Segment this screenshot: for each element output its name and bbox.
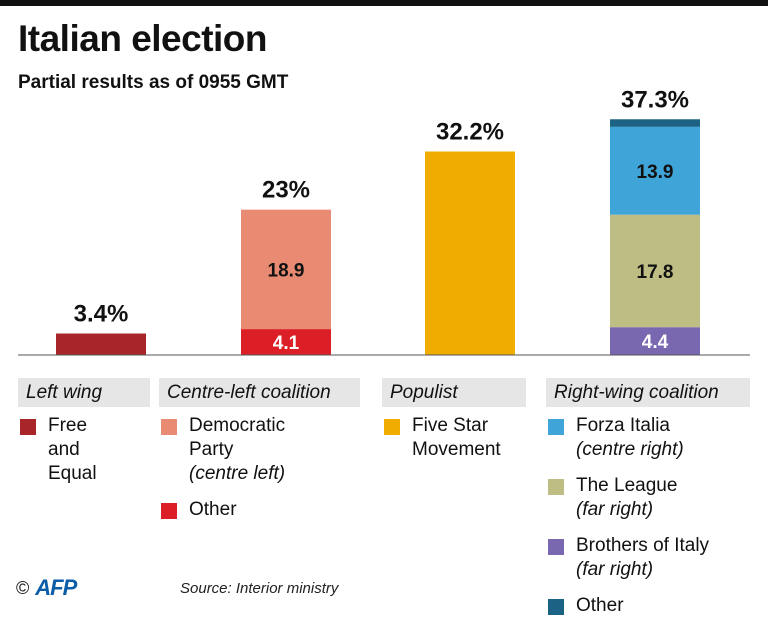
legend-text: Democratic Party (centre left) <box>189 414 285 486</box>
legend-swatch <box>548 599 564 615</box>
legend-label: Brothers of Italy <box>576 535 710 556</box>
legend-label: The League <box>576 475 678 496</box>
bar-segment <box>610 119 700 127</box>
bar-segment <box>610 214 700 328</box>
bar-segment <box>610 126 700 215</box>
bar-total-label: 37.3% <box>621 86 689 113</box>
chart-title: Italian election <box>18 18 268 59</box>
top-rule <box>0 0 768 6</box>
copyright-symbol: © <box>16 577 30 598</box>
legend-label: Democratic <box>189 415 286 436</box>
legend-note: (far right) <box>576 499 654 520</box>
legend-swatch <box>548 539 564 555</box>
legend-item: The League (far right) <box>548 474 677 522</box>
legend-item: Other <box>161 498 237 522</box>
legend-label: Free <box>48 415 88 436</box>
legend-label: and <box>48 439 80 460</box>
legend-item: Brothers of Italy (far right) <box>548 534 709 582</box>
legend-text: Forza Italia (centre right) <box>576 414 684 462</box>
segment-label: 18.9 <box>268 260 305 281</box>
segment-label: 13.9 <box>637 162 674 183</box>
legend-label: Forza Italia <box>576 415 670 436</box>
legend-item: Forza Italia (centre right) <box>548 414 684 462</box>
legend-text: Free and Equal <box>48 414 97 486</box>
legend-swatch <box>20 419 36 435</box>
afp-logo: © AFP <box>16 575 77 601</box>
legend-swatch <box>161 419 177 435</box>
bar-total-label: 32.2% <box>436 118 504 145</box>
legend-item: Other <box>548 594 624 618</box>
afp-logo-text: AFP <box>35 575 77 600</box>
bar-total-label: 3.4% <box>74 301 129 328</box>
bar-segment <box>241 329 331 355</box>
legend-group-header: Populist <box>382 378 526 407</box>
bar-segment <box>425 151 515 355</box>
legend-group-header: Right-wing coalition <box>546 378 750 407</box>
bar-segment <box>610 327 700 355</box>
legend-label: Other <box>576 595 624 616</box>
legend-text: Brothers of Italy (far right) <box>576 534 709 582</box>
legend-item: Five Star Movement <box>384 414 501 462</box>
legend-swatch <box>548 419 564 435</box>
chart-subtitle: Partial results as of 0955 GMT <box>18 72 289 93</box>
bar-total-label: 23% <box>262 177 310 204</box>
legend-note: (far right) <box>576 559 654 580</box>
legend-label: Movement <box>412 439 501 460</box>
legend-swatch <box>548 479 564 495</box>
bar-chart: 3.4% 4.1 18.9 23% 32.2% 4.4 17.8 13.9 37.3% <box>18 86 750 356</box>
legend-label: Party <box>189 439 234 460</box>
bar-segment <box>56 333 146 355</box>
legend-text: Other <box>189 498 237 522</box>
legend-swatch <box>161 503 177 519</box>
legend-text: The League (far right) <box>576 474 677 522</box>
legend-item: Democratic Party (centre left) <box>161 414 285 486</box>
legend-label: Other <box>189 499 237 520</box>
legend-group-header: Left wing <box>18 378 150 407</box>
legend-item: Free and Equal <box>20 414 97 486</box>
segment-label: 4.4 <box>642 332 669 353</box>
legend-text: Other <box>576 594 624 618</box>
segment-label: 4.1 <box>273 333 300 354</box>
legend-label: Five Star <box>412 415 489 436</box>
legend-label: Equal <box>48 463 97 484</box>
legend-note: (centre right) <box>576 439 684 460</box>
source-note: Source: Interior ministry <box>180 580 339 597</box>
legend-swatch <box>384 419 400 435</box>
legend-text: Five Star Movement <box>412 414 501 462</box>
legend-group-header: Centre-left coalition <box>159 378 360 407</box>
bar-segment <box>241 209 331 330</box>
segment-label: 17.8 <box>637 262 674 283</box>
legend-note: (centre left) <box>189 463 286 484</box>
